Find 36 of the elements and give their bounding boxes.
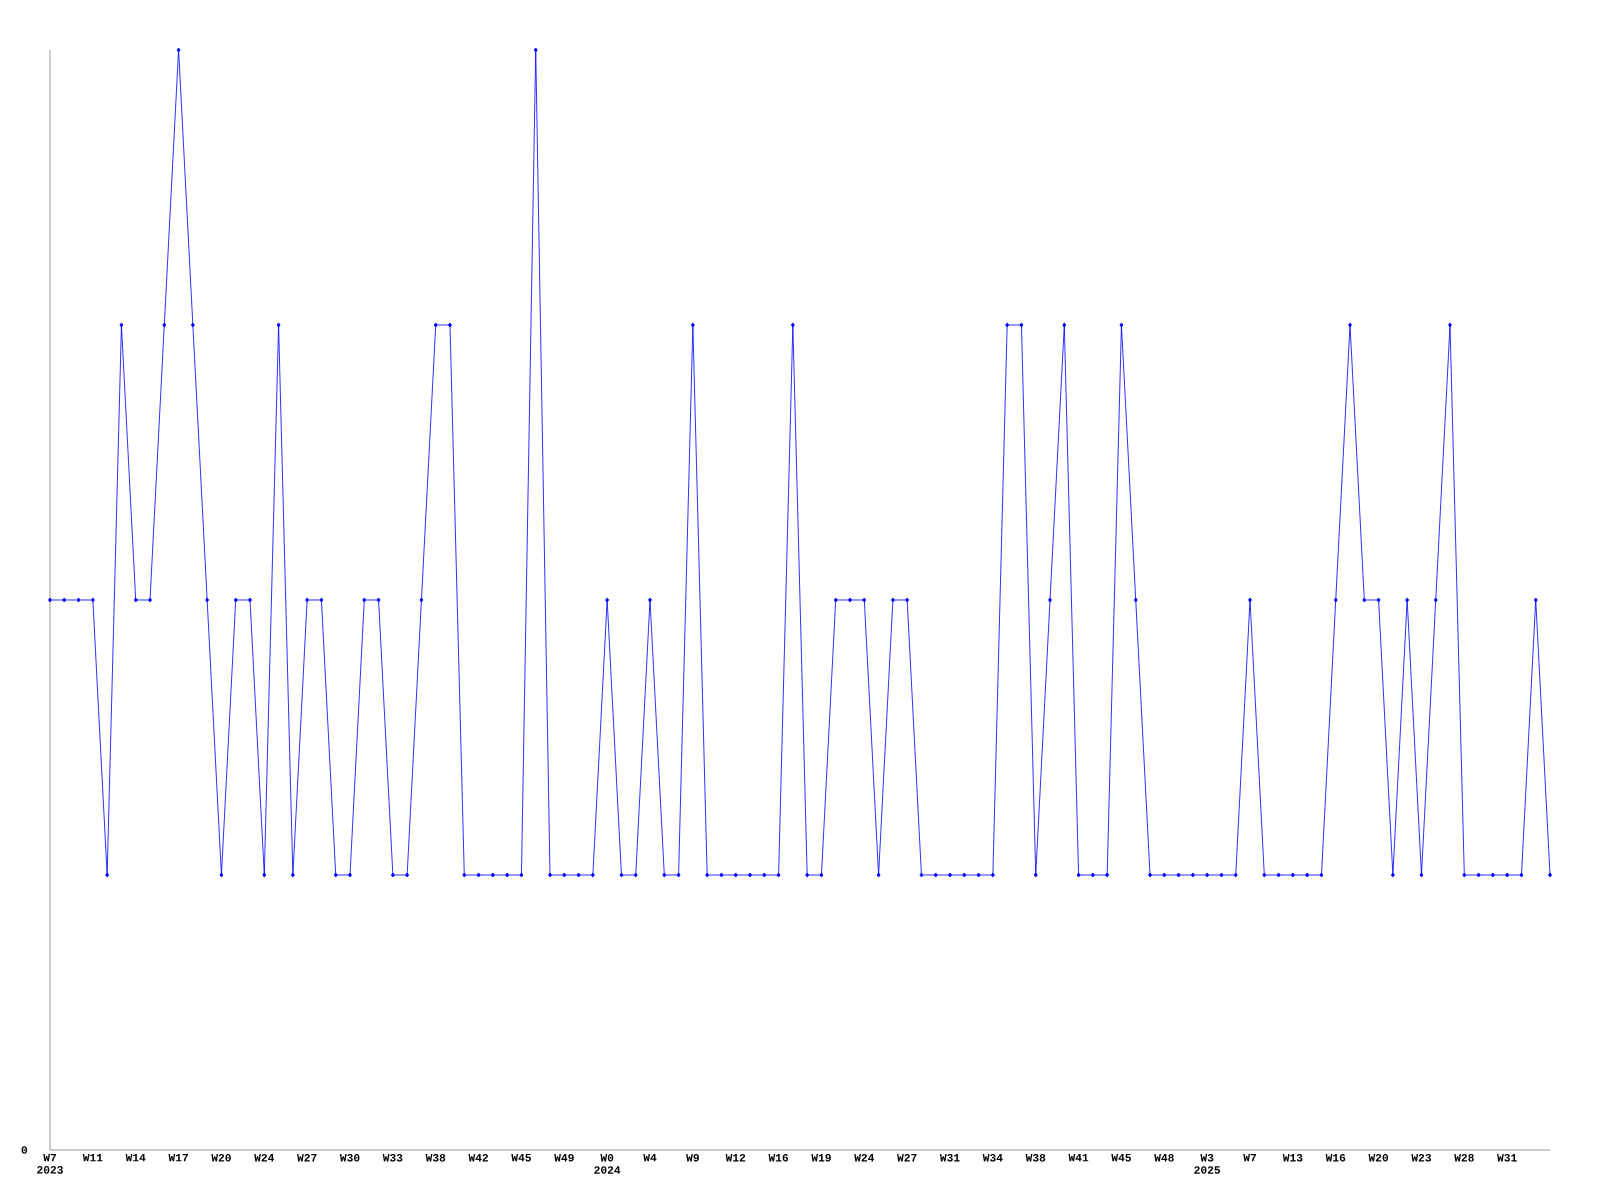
x-tick-label: W17 (168, 1153, 188, 1162)
x-tick-label: W16 (1325, 1153, 1346, 1162)
x-tick-label: W38 (425, 1153, 446, 1162)
x-tick-label: W12 (725, 1153, 746, 1162)
x-tick-label: W42 (468, 1153, 489, 1162)
x-tick-label: W13 (1282, 1153, 1303, 1162)
x-tick-label: W7 2023 (37, 1153, 63, 1174)
x-tick-label: W20 (1368, 1153, 1389, 1162)
x-tick-label: W9 (686, 1153, 699, 1162)
x-tick-label: W31 (939, 1153, 960, 1162)
x-tick-label: W7 (1243, 1153, 1257, 1162)
x-tick-label: W33 (382, 1153, 403, 1162)
x-tick-label: W3 2025 (1194, 1153, 1221, 1174)
x-tick-label: W19 (811, 1153, 831, 1162)
x-tick-label: W45 (1111, 1153, 1131, 1162)
x-tick-label: W27 (297, 1153, 317, 1162)
x-tick-label: W48 (1154, 1153, 1174, 1162)
x-tick-label: W38 (1025, 1153, 1046, 1162)
x-tick-label: W20 (211, 1153, 231, 1162)
x-tick-label: W24 (854, 1153, 875, 1162)
x-tick-label: W4 (643, 1153, 657, 1162)
x-tick-label: W45 (511, 1153, 531, 1162)
x-tick-label: W49 (554, 1153, 574, 1162)
x-tick-label: W41 (1068, 1153, 1089, 1162)
text: 0 (21, 1146, 28, 1154)
x-tick-label: W34 (982, 1153, 1003, 1162)
x-tick-label: W28 (1454, 1153, 1474, 1162)
x-tick-label: W30 (339, 1153, 360, 1162)
x-tick-label: W0 2024 (594, 1153, 621, 1174)
x-tick-label: W31 (1497, 1153, 1517, 1162)
x-tick-label: W23 (1411, 1153, 1431, 1162)
x-tick-label: W16 (768, 1153, 789, 1162)
x-tick-label: W14 (125, 1153, 146, 1162)
x-tick-label: W27 (897, 1153, 917, 1162)
x-tick-label: W11 (82, 1153, 103, 1162)
x-tick-label: W24 (254, 1153, 275, 1162)
